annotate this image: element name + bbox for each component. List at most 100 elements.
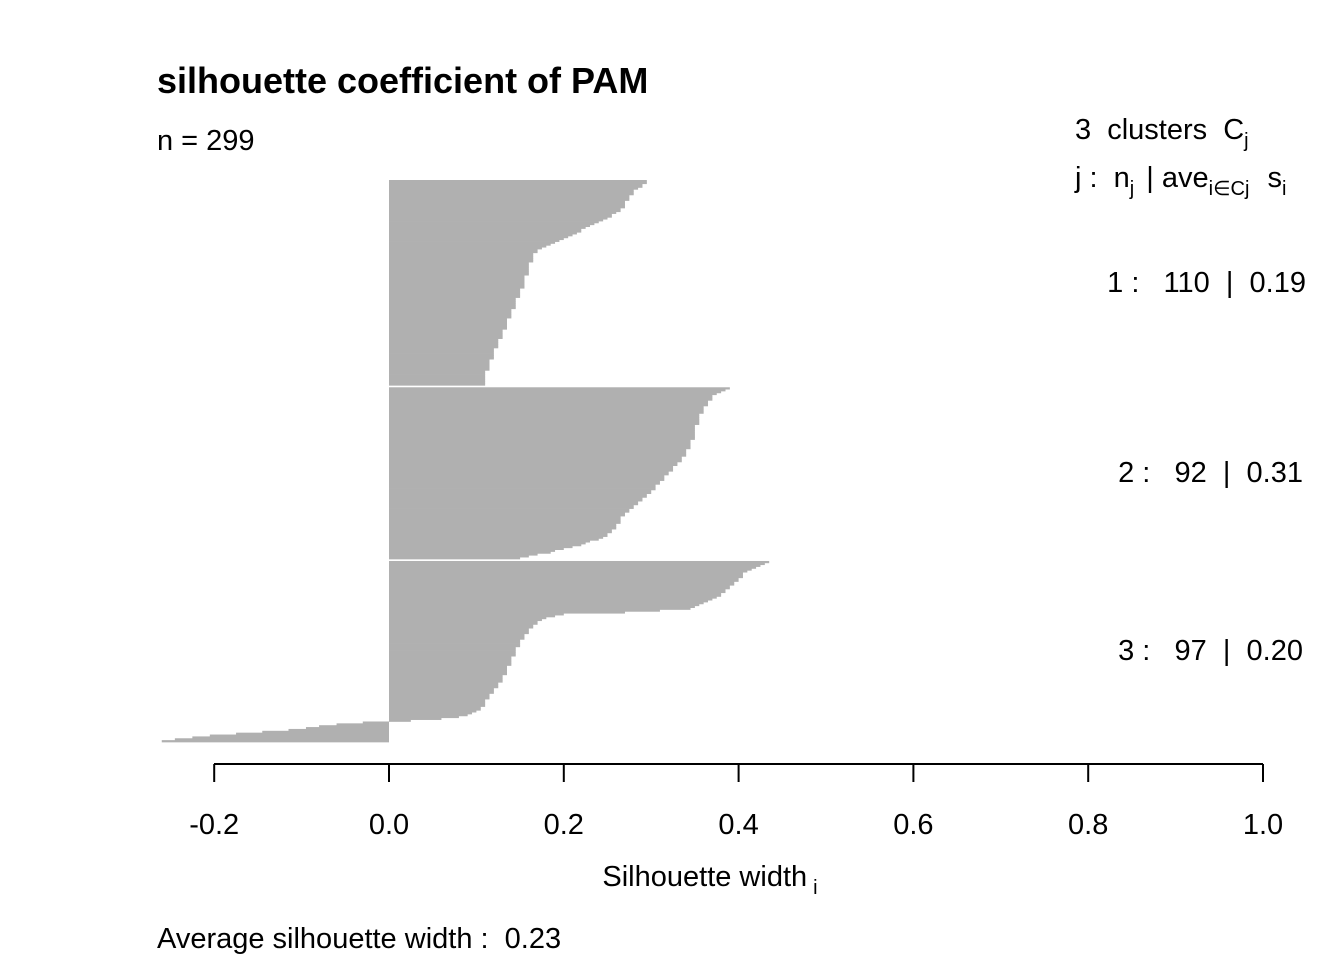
- silhouette-bar-cluster-1: [389, 269, 529, 272]
- x-tick-label: 1.0: [1243, 809, 1283, 841]
- silhouette-bar-cluster-1: [389, 241, 556, 244]
- silhouette-bar-cluster-1: [389, 180, 647, 183]
- silhouette-bar-cluster-2: [389, 553, 538, 556]
- silhouette-bar-cluster-1: [389, 245, 547, 248]
- silhouette-bar-cluster-3: [389, 665, 507, 668]
- chart-title: silhouette coefficient of PAM: [157, 60, 648, 101]
- silhouette-bar-cluster-3: [336, 723, 389, 726]
- silhouette-bar-cluster-2: [389, 510, 630, 513]
- silhouette-bar-cluster-1: [389, 278, 525, 282]
- silhouette-bar-cluster-2: [389, 536, 604, 539]
- silhouette-bar-cluster-1: [389, 258, 534, 261]
- silhouette-bar-cluster-2: [389, 484, 656, 487]
- silhouette-bar-cluster-2: [389, 387, 730, 390]
- silhouette-bar-cluster-1: [389, 207, 621, 211]
- silhouette-bar-cluster-1: [389, 377, 486, 381]
- cluster-3-label: 3 : 97 | 0.20: [1118, 635, 1303, 667]
- silhouette-bar-cluster-2: [389, 493, 647, 496]
- silhouette-bar-cluster-3: [389, 600, 709, 603]
- silhouette-bar-cluster-3: [288, 728, 389, 732]
- silhouette-bar-cluster-2: [389, 512, 625, 515]
- silhouette-bar-cluster-3: [389, 646, 516, 650]
- silhouette-bar-cluster-2: [389, 454, 687, 457]
- silhouette-bar-cluster-3: [389, 609, 660, 612]
- silhouette-bar-cluster-3: [389, 656, 512, 659]
- silhouette-bar-cluster-2: [389, 532, 608, 536]
- silhouette-bar-cluster-3: [389, 702, 486, 706]
- silhouette-bar-cluster-3: [389, 686, 499, 689]
- silhouette-bar-cluster-1: [389, 284, 525, 287]
- silhouette-bar-cluster-3: [389, 682, 499, 685]
- silhouette-bar-cluster-3: [389, 575, 743, 579]
- silhouette-bar-cluster-1: [389, 196, 630, 200]
- silhouette-bar-cluster-3: [389, 583, 735, 586]
- silhouette-bar-cluster-3: [389, 613, 564, 616]
- silhouette-bar-cluster-1: [389, 249, 538, 252]
- silhouette-bar-cluster-2: [389, 420, 700, 424]
- silhouette-bar-cluster-1: [389, 239, 560, 242]
- silhouette-bar-cluster-1: [389, 318, 507, 321]
- silhouette-bar-cluster-1: [389, 301, 516, 304]
- silhouette-bar-cluster-3: [389, 652, 516, 655]
- silhouette-bar-cluster-3: [209, 734, 389, 737]
- silhouette-bar-cluster-1: [389, 364, 490, 367]
- silhouette-bar-cluster-3: [389, 588, 726, 592]
- silhouette-bar-cluster-2: [389, 480, 660, 483]
- silhouette-bar-cluster-1: [389, 265, 529, 269]
- silhouette-bar-cluster-1: [389, 222, 595, 226]
- silhouette-bar-cluster-2: [389, 502, 639, 506]
- silhouette-bar-cluster-2: [389, 530, 612, 534]
- silhouette-bar-cluster-1: [389, 202, 625, 205]
- silhouette-bar-cluster-2: [389, 391, 722, 394]
- silhouette-bar-cluster-1: [389, 299, 516, 302]
- silhouette-bar-cluster-1: [389, 219, 604, 222]
- silhouette-bar-cluster-2: [389, 422, 700, 425]
- silhouette-bar-cluster-3: [389, 635, 525, 638]
- x-tick-label: 0.2: [544, 809, 584, 841]
- silhouette-bar-cluster-1: [389, 342, 499, 345]
- silhouette-bar-cluster-2: [389, 426, 695, 429]
- silhouette-bar-cluster-1: [389, 344, 499, 347]
- silhouette-bar-cluster-1: [389, 277, 525, 280]
- silhouette-bar-cluster-3: [389, 712, 473, 715]
- silhouette-bar-cluster-1: [389, 368, 490, 371]
- silhouette-bar-cluster-1: [389, 316, 512, 319]
- x-tick-label: 0.8: [1068, 809, 1108, 841]
- silhouette-bar-cluster-1: [389, 310, 512, 313]
- silhouette-bar-cluster-3: [389, 678, 503, 681]
- silhouette-bar-cluster-2: [389, 491, 652, 495]
- silhouette-bar-cluster-1: [389, 191, 634, 194]
- silhouette-bar-cluster-2: [389, 419, 700, 422]
- silhouette-bar-cluster-2: [389, 495, 647, 498]
- silhouette-bar-cluster-2: [389, 473, 669, 476]
- silhouette-bar-cluster-1: [389, 331, 503, 334]
- silhouette-bar-cluster-1: [389, 361, 490, 364]
- silhouette-bar-cluster-3: [389, 607, 691, 610]
- x-tick-label: 0.0: [369, 809, 409, 841]
- silhouette-bar-cluster-3: [389, 641, 521, 644]
- silhouette-bar-cluster-2: [389, 405, 704, 409]
- silhouette-bar-cluster-2: [389, 471, 669, 474]
- silhouette-bar-cluster-3: [389, 637, 525, 640]
- silhouette-bar-cluster-3: [389, 710, 477, 713]
- silhouette-bar-cluster-1: [389, 312, 512, 315]
- silhouette-bar-cluster-3: [389, 674, 503, 678]
- sample-size-label: n = 299: [157, 125, 255, 157]
- silhouette-bar-cluster-1: [389, 275, 525, 278]
- silhouette-bar-cluster-1: [389, 230, 582, 233]
- silhouette-bar-cluster-1: [389, 333, 503, 336]
- x-tick-label: 0.6: [893, 809, 933, 841]
- cluster-2-label: 2 : 92 | 0.31: [1118, 457, 1303, 489]
- silhouette-bar-cluster-1: [389, 226, 586, 229]
- silhouette-bar-cluster-3: [389, 699, 486, 702]
- silhouette-bar-cluster-2: [389, 557, 521, 560]
- silhouette-bar-cluster-3: [389, 562, 765, 566]
- silhouette-bar-cluster-3: [389, 615, 556, 618]
- silhouette-bar-cluster-1: [389, 232, 577, 235]
- silhouette-bar-cluster-1: [389, 194, 630, 198]
- silhouette-bar-cluster-3: [389, 624, 534, 627]
- silhouette-bar-cluster-3: [236, 732, 389, 735]
- silhouette-bar-cluster-1: [389, 321, 507, 325]
- silhouette-bar-cluster-2: [389, 476, 665, 480]
- silhouette-bar-cluster-1: [389, 362, 490, 366]
